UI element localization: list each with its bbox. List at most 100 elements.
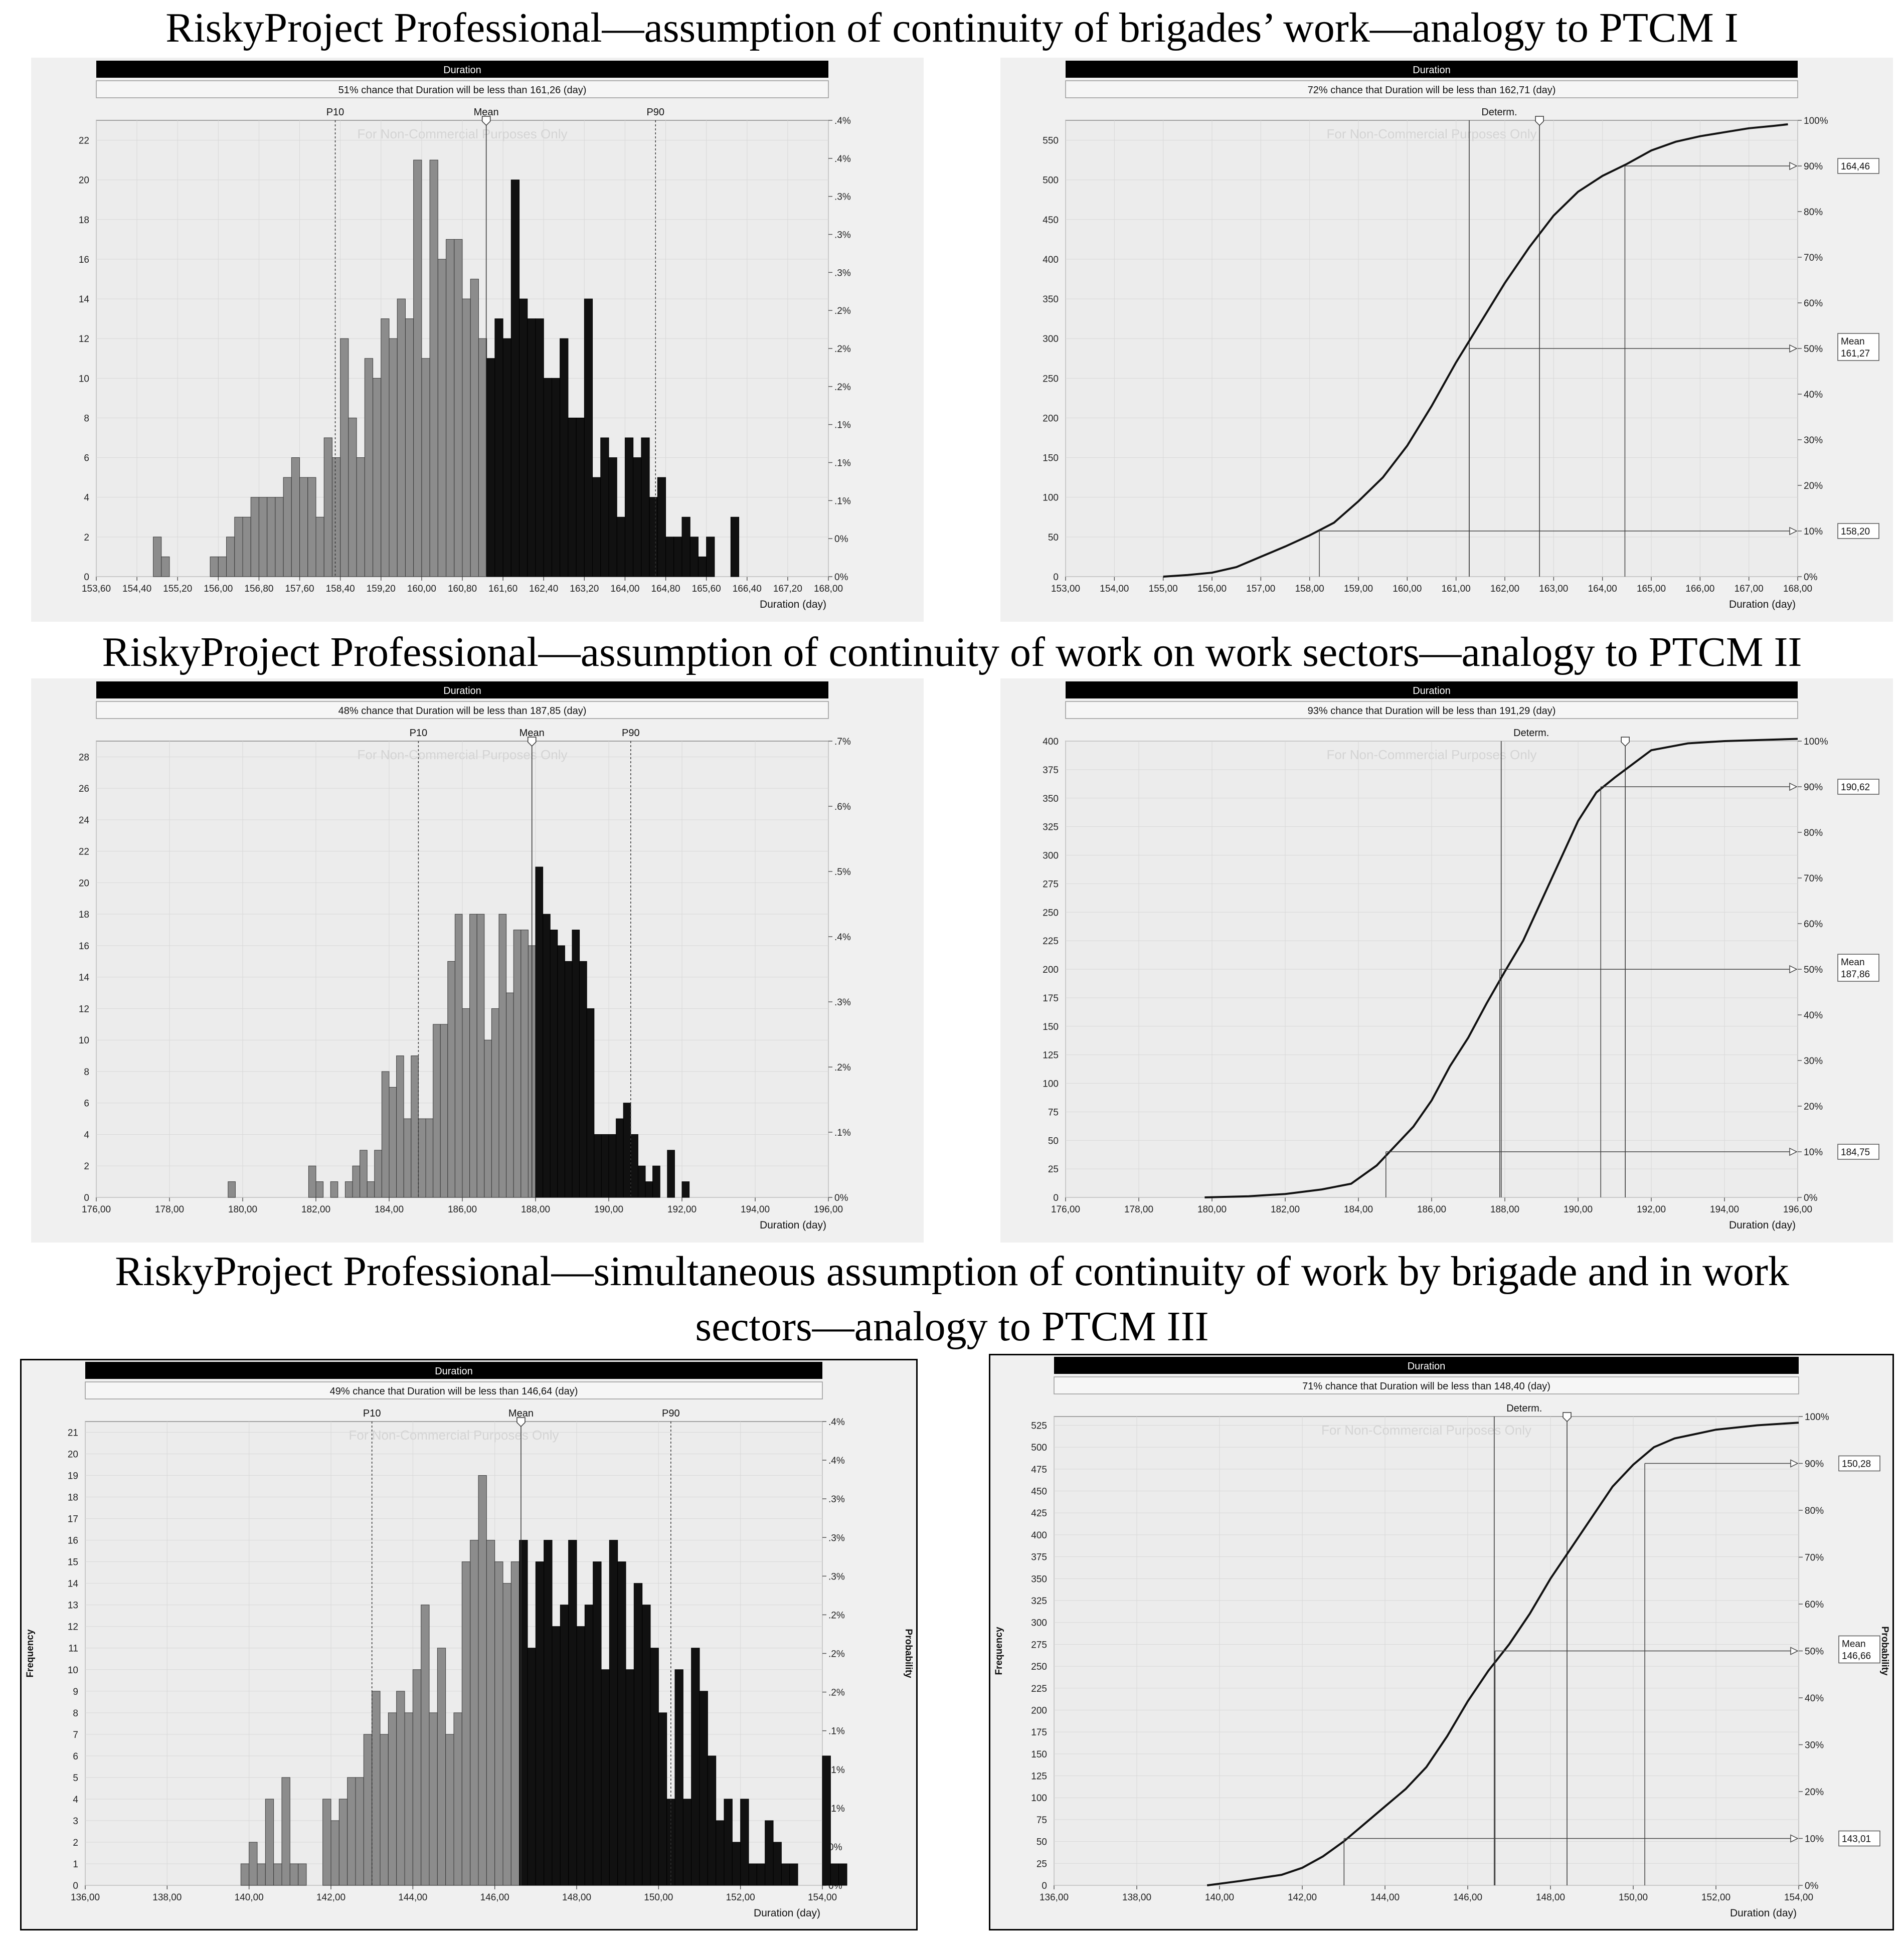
x-tick-label: 194,00 — [741, 1204, 770, 1215]
histogram-bar — [657, 477, 666, 577]
histogram-bar — [344, 1181, 353, 1198]
header-bar — [96, 681, 828, 698]
histogram-bar — [405, 318, 414, 577]
callout-label: 190,62 — [1841, 782, 1870, 793]
histogram-chart-ptcm-1: Duration 51% chance that Duration will be… — [31, 58, 924, 622]
histogram-bar — [331, 457, 341, 577]
y-tick-label: 150 — [1031, 1749, 1047, 1760]
histogram-bar — [411, 1055, 419, 1198]
histogram-bar — [732, 1842, 741, 1886]
header-title: Duration — [1408, 1361, 1446, 1372]
y-tick-label: 0 — [84, 1193, 89, 1203]
histogram-bar — [462, 298, 471, 577]
header-title: Duration — [1413, 65, 1451, 76]
header-title: Duration — [1413, 685, 1451, 696]
histogram-bar — [625, 1669, 634, 1886]
right-tick-label: 60% — [1804, 919, 1823, 930]
subtitle-box — [1054, 1376, 1799, 1394]
histogram-bar — [584, 1605, 594, 1886]
right-tick-label: 50% — [1805, 1647, 1824, 1657]
histogram-bar — [273, 1863, 282, 1886]
histogram-bar — [560, 1605, 569, 1886]
x-tick-label: 160,00 — [407, 584, 436, 594]
histogram-bar — [667, 1150, 675, 1198]
histogram-bar — [633, 457, 642, 577]
histogram-bar — [724, 1799, 733, 1886]
x-tick-label: 168,00 — [1783, 584, 1812, 594]
x-tick-label: 184,00 — [1344, 1204, 1373, 1215]
histogram-bar — [510, 180, 520, 577]
histogram-bar — [429, 159, 438, 577]
slider-handle-icon — [527, 737, 537, 747]
x-tick-label: 152,00 — [726, 1892, 755, 1903]
marker-label: P90 — [662, 1408, 680, 1419]
histogram-bar — [579, 961, 587, 1198]
histogram-bar — [486, 358, 495, 577]
histogram-bar — [257, 1863, 266, 1886]
right-tick-label: 100% — [1804, 116, 1828, 126]
histogram-bar — [338, 1799, 348, 1886]
right-tick-label: 20% — [1805, 1787, 1824, 1798]
cdf-panel-ptcm-1: Duration 72% chance that Duration will be… — [1000, 58, 1893, 622]
histogram-bar — [568, 1540, 577, 1886]
histogram-bar — [551, 378, 561, 577]
callout-label: Mean — [1841, 336, 1865, 347]
x-tick-label: 160,80 — [448, 584, 477, 594]
x-axis-label: Duration (day) — [760, 599, 826, 610]
x-tick-label: 165,00 — [1637, 584, 1666, 594]
y-tick-label: 0 — [1053, 1193, 1059, 1203]
histogram-bar — [781, 1863, 790, 1886]
right-tick-label: 20% — [1804, 481, 1823, 491]
callout-arrow-icon — [1789, 965, 1798, 974]
callout-box — [1837, 779, 1879, 795]
x-tick-label: 154,00 — [1784, 1892, 1813, 1903]
right-tick-label: .4% — [834, 116, 851, 126]
histogram-bar — [616, 516, 625, 577]
x-tick-label: 186,00 — [448, 1204, 477, 1215]
x-tick-label: 178,00 — [1124, 1204, 1153, 1215]
marker-label: Mean — [520, 728, 545, 739]
right-tick-label: .4% — [834, 932, 851, 943]
histogram-bar — [486, 1540, 495, 1886]
slider-handle-icon — [481, 116, 491, 126]
histogram-bar — [822, 1755, 831, 1886]
histogram-bar — [258, 497, 268, 577]
right-tick-label: 90% — [1804, 782, 1823, 793]
y-tick-label: 475 — [1031, 1465, 1047, 1475]
callout-arrow-icon — [1790, 1834, 1799, 1843]
right-tick-label: .5% — [834, 867, 851, 877]
y-tick-label: 100 — [1043, 1079, 1059, 1090]
histogram-panel-ptcm-1: Duration 51% chance that Duration will be… — [31, 58, 924, 622]
x-tick-label: 144,00 — [398, 1892, 427, 1903]
subtitle-box — [96, 80, 829, 98]
right-tick-label: 50% — [1804, 965, 1823, 975]
right-tick-label: .2% — [828, 1649, 845, 1660]
y-tick-label: 75 — [1036, 1815, 1047, 1826]
histogram-bar — [418, 1118, 426, 1198]
y-tick-label: 0 — [1053, 572, 1059, 583]
right-tick-label: .1% — [834, 496, 851, 506]
y-tick-label: 7 — [73, 1730, 78, 1740]
histogram-bar — [322, 1799, 331, 1886]
histogram-bar — [153, 537, 162, 577]
callout-box — [1838, 1830, 1880, 1847]
y-tick-label: 150 — [1043, 1022, 1059, 1032]
histogram-bar — [681, 1181, 690, 1198]
section-title-3-line-2: sectors—analogy to PTCM III — [695, 1303, 1209, 1350]
x-tick-label: 178,00 — [155, 1204, 184, 1215]
histogram-bar — [461, 1561, 471, 1886]
histogram-panel-ptcm-3: Duration 49% chance that Duration will be… — [20, 1359, 918, 1930]
y-tick-label: 8 — [84, 1067, 89, 1078]
y-tick-label: 14 — [68, 1579, 79, 1590]
histogram-bar — [594, 1134, 602, 1198]
right-tick-label: 80% — [1804, 207, 1823, 218]
x-tick-label: 190,00 — [594, 1204, 623, 1215]
right-tick-label: 100% — [1804, 737, 1828, 747]
cdf-chart-ptcm-1: Duration 72% chance that Duration will be… — [1000, 58, 1893, 622]
histogram-bar — [519, 1540, 528, 1886]
histogram-bar — [404, 1712, 413, 1886]
x-axis-label: Duration (day) — [754, 1907, 820, 1919]
callout-label: Mean — [1842, 1639, 1866, 1650]
right-tick-label: .2% — [834, 306, 851, 316]
y-axis-right-label: Probability — [903, 1629, 914, 1678]
